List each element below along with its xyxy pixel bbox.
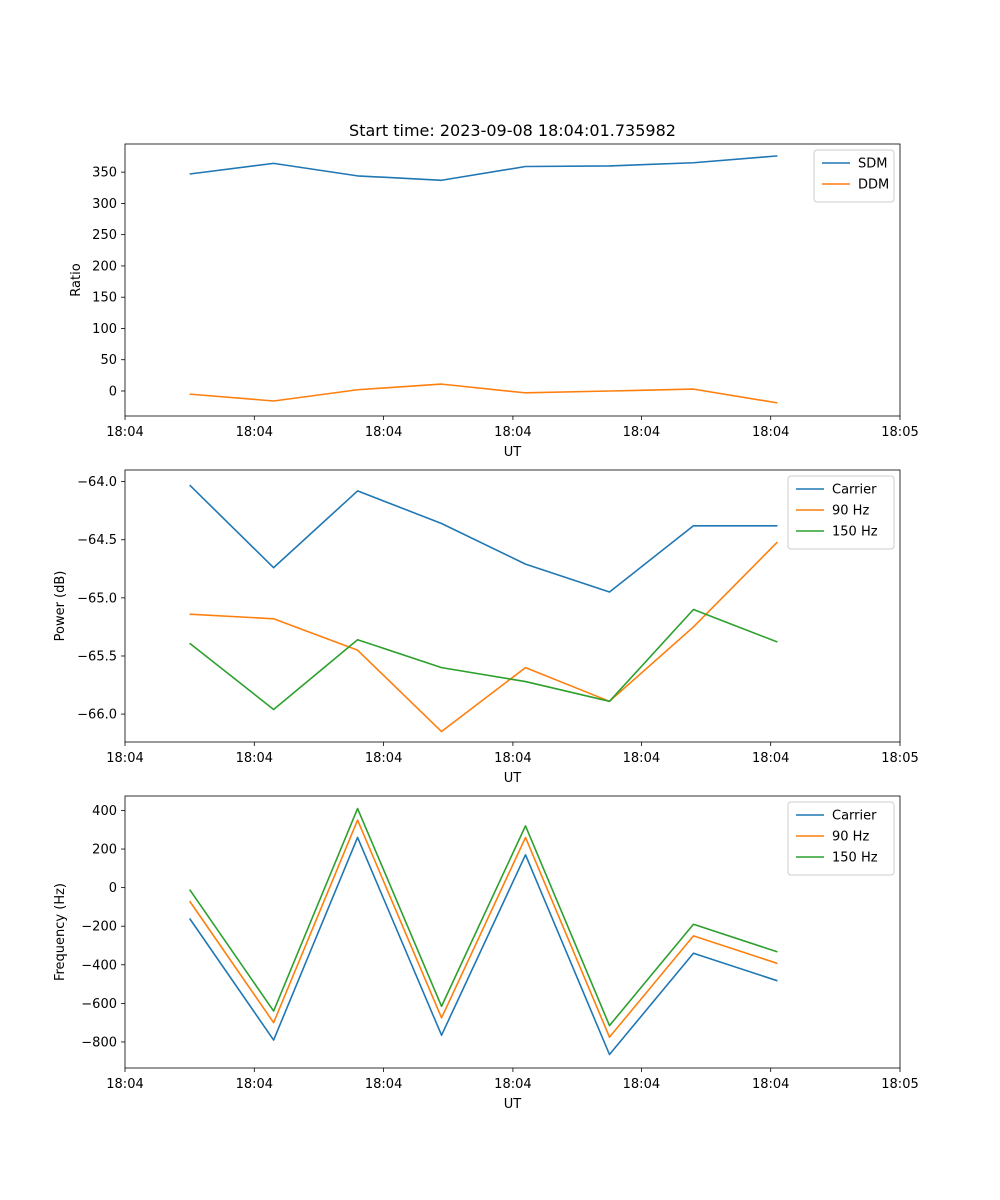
legend-label: Carrier [832, 483, 877, 498]
y-tick-label: 400 [92, 804, 117, 819]
x-tick-label: 18:04 [106, 425, 143, 440]
series-line-sdm [189, 155, 778, 182]
chart-title: Start time: 2023-09-08 18:04:01.735982 [349, 121, 676, 140]
y-tick-label: 350 [92, 166, 117, 181]
x-tick-label: 18:04 [106, 1077, 143, 1092]
x-tick-label: 18:04 [365, 425, 402, 440]
legend: Carrier 90 Hz 150 Hz [787, 801, 895, 876]
y-tick-label: 150 [92, 291, 117, 306]
y-tick-label: −400 [81, 958, 117, 973]
y-axis-label: Power (dB) [53, 571, 68, 642]
chart-panels: Start time: 2023-09-08 18:04:01.735982 18… [53, 121, 919, 1112]
series-line-90-hz [189, 541, 778, 733]
legend-label: 90 Hz [832, 830, 869, 845]
y-tick-label: 300 [92, 197, 117, 212]
legend-label: Carrier [832, 809, 877, 824]
chart-panel-3: 18:04 18:04 18:04 18:04 18:04 18:04 18:05 −800 −… [53, 795, 919, 1112]
y-tick-label: 0 [109, 384, 117, 399]
chart-panel-2: 18:04 18:04 18:04 18:04 18:04 18:04 18:05 −66.0… [53, 469, 919, 786]
plot-frame [124, 469, 901, 743]
y-tick-label: −65.0 [77, 591, 117, 606]
x-tick-label: 18:04 [365, 1077, 402, 1092]
x-tick-label: 18:05 [881, 751, 918, 766]
series-line-carrier [188, 836, 778, 1056]
x-tick-label: 18:04 [752, 751, 789, 766]
y-axis-label: Ratio [69, 263, 84, 296]
plot-frame [124, 143, 901, 417]
x-tick-label: 18:04 [106, 751, 143, 766]
x-tick-label: 18:04 [236, 1077, 273, 1092]
x-tick-label: 18:04 [236, 751, 273, 766]
x-tick-label: 18:04 [365, 751, 402, 766]
y-tick-label: 50 [100, 353, 117, 368]
chart-panel-1: Start time: 2023-09-08 18:04:01.735982 18… [69, 121, 919, 460]
x-tick-label: 18:05 [881, 425, 918, 440]
x-tick-label: 18:04 [494, 425, 531, 440]
y-tick-label: 250 [92, 228, 117, 243]
x-tick-label: 18:04 [623, 751, 660, 766]
x-axis-label: UT [504, 445, 522, 460]
legend: SDM DDM [813, 149, 895, 203]
x-axis-label: UT [504, 771, 522, 786]
x-tick-label: 18:04 [494, 751, 531, 766]
y-tick-label: 0 [109, 881, 117, 896]
y-tick-label: −65.5 [77, 649, 117, 664]
legend: Carrier 90 Hz 150 Hz [787, 475, 895, 550]
y-tick-label: 200 [92, 843, 117, 858]
y-tick-label: 100 [92, 322, 117, 337]
legend-label: 150 Hz [832, 525, 878, 540]
plot-frame [124, 795, 901, 1069]
series-line-carrier [189, 484, 778, 593]
series-line-90-hz [188, 819, 778, 1038]
legend-label: 90 Hz [832, 504, 869, 519]
legend-label: DDM [858, 178, 889, 193]
y-tick-label: 200 [92, 259, 117, 274]
y-tick-label: −64.0 [77, 475, 117, 490]
x-tick-label: 18:05 [881, 1077, 918, 1092]
y-tick-label: −200 [81, 920, 117, 935]
series-line-150-hz [188, 807, 778, 1027]
y-tick-label: −64.5 [77, 533, 117, 548]
x-tick-label: 18:04 [494, 1077, 531, 1092]
y-tick-label: −800 [81, 1035, 117, 1050]
x-tick-label: 18:04 [752, 425, 789, 440]
x-tick-label: 18:04 [623, 1077, 660, 1092]
x-tick-label: 18:04 [752, 1077, 789, 1092]
y-tick-label: −66.0 [77, 708, 117, 723]
series-line-150-hz [189, 608, 778, 711]
y-axis-label: Frequency (Hz) [53, 883, 68, 981]
legend-label: SDM [858, 157, 887, 172]
series-line-ddm [189, 383, 778, 404]
x-tick-label: 18:04 [623, 425, 660, 440]
legend-label: 150 Hz [832, 851, 878, 866]
x-tick-label: 18:04 [236, 425, 273, 440]
y-tick-label: −600 [81, 997, 117, 1012]
x-axis-label: UT [504, 1097, 522, 1112]
